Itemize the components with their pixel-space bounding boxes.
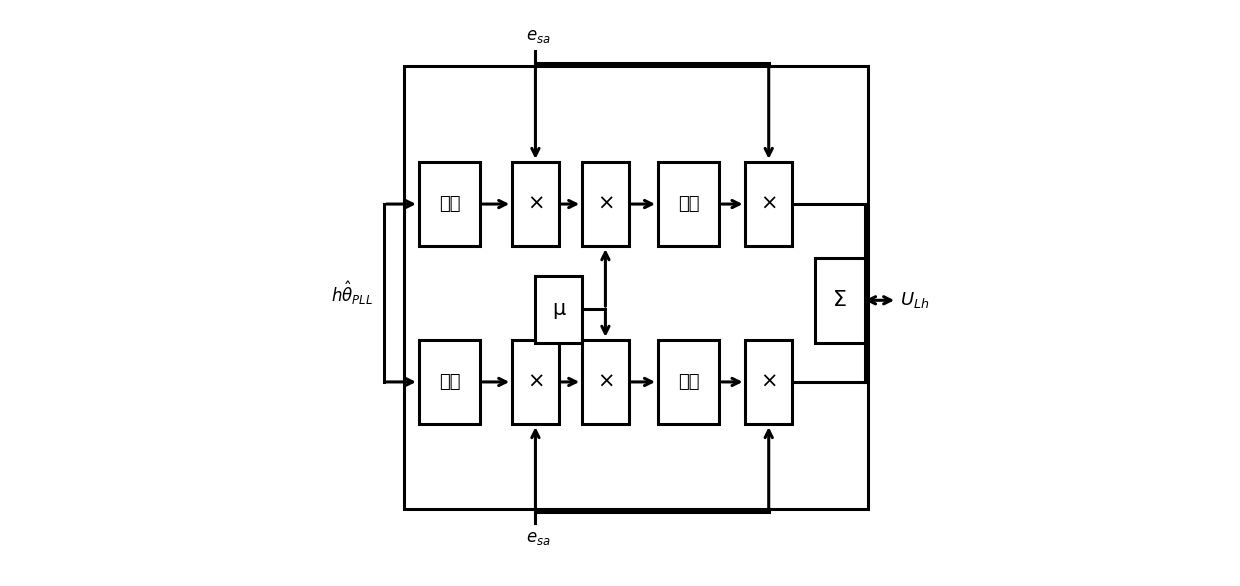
Text: Σ: Σ <box>833 290 847 311</box>
Text: $h\hat{\theta}_{PLL}$: $h\hat{\theta}_{PLL}$ <box>331 279 373 307</box>
Text: 正弦: 正弦 <box>439 195 460 213</box>
Text: ×: × <box>596 372 614 392</box>
Text: 积分: 积分 <box>678 195 699 213</box>
Text: $e_{sa}$: $e_{sa}$ <box>526 529 551 547</box>
Text: 余弦: 余弦 <box>439 373 460 391</box>
Text: 积分: 积分 <box>678 373 699 391</box>
Text: ×: × <box>760 372 777 392</box>
Text: ×: × <box>527 372 544 392</box>
FancyBboxPatch shape <box>658 162 719 246</box>
FancyBboxPatch shape <box>745 162 792 246</box>
FancyBboxPatch shape <box>419 340 480 424</box>
FancyBboxPatch shape <box>658 340 719 424</box>
Text: ×: × <box>760 194 777 214</box>
FancyBboxPatch shape <box>745 340 792 424</box>
FancyBboxPatch shape <box>536 275 582 343</box>
FancyBboxPatch shape <box>582 162 629 246</box>
Text: ×: × <box>527 194 544 214</box>
Text: $U_{Lh}$: $U_{Lh}$ <box>900 290 929 311</box>
FancyBboxPatch shape <box>582 340 629 424</box>
Text: $e_{sa}$: $e_{sa}$ <box>526 27 551 45</box>
Text: ×: × <box>596 194 614 214</box>
FancyBboxPatch shape <box>512 162 559 246</box>
FancyBboxPatch shape <box>419 162 480 246</box>
FancyBboxPatch shape <box>512 340 559 424</box>
Text: μ: μ <box>552 299 565 319</box>
FancyBboxPatch shape <box>816 258 866 343</box>
